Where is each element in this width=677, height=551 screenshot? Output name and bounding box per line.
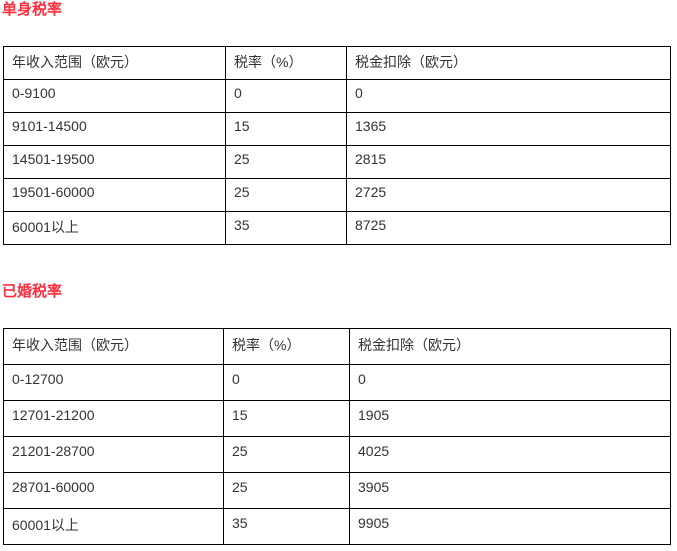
table-cell: 8725: [346, 211, 671, 245]
table-cell: 1905: [349, 400, 671, 437]
table-cell: 0-9100: [3, 79, 226, 113]
table-cell: 0: [349, 364, 671, 401]
table-cell: 0: [225, 79, 347, 113]
table-cell: 15: [223, 400, 350, 437]
table-cell: 28701-60000: [3, 472, 224, 509]
table-row: 60001以上 35 9905: [3, 508, 671, 545]
table-cell: 12701-21200: [3, 400, 224, 437]
column-header: 年收入范围（欧元）: [3, 328, 224, 365]
header-row: 年收入范围（欧元） 税率（%） 税金扣除（欧元）: [3, 46, 671, 80]
table-cell: 9905: [349, 508, 671, 545]
married-tax-rate-heading: 已婚税率: [2, 283, 63, 300]
table-row: 9101-14500 15 1365: [3, 112, 671, 146]
table-cell: 21201-28700: [3, 436, 224, 473]
table-row: 60001以上 35 8725: [3, 211, 671, 245]
header-row: 年收入范围（欧元） 税率（%） 税金扣除（欧元）: [3, 328, 671, 365]
table-row: 14501-19500 25 2815: [3, 145, 671, 179]
table-cell: 2725: [346, 178, 671, 212]
table-row: 12701-21200 15 1905: [3, 400, 671, 437]
table-cell: 1365: [346, 112, 671, 146]
table-cell: 15: [225, 112, 347, 146]
table-cell: 14501-19500: [3, 145, 226, 179]
table-cell: 4025: [349, 436, 671, 473]
column-header: 税金扣除（欧元）: [346, 46, 671, 80]
table-cell: 25: [225, 178, 347, 212]
table-cell: 35: [225, 211, 347, 245]
table-cell: 19501-60000: [3, 178, 226, 212]
column-header: 税金扣除（欧元）: [349, 328, 671, 365]
table-cell: 9101-14500: [3, 112, 226, 146]
single-tax-rate-heading: 单身税率: [2, 1, 63, 18]
table-cell: 25: [223, 472, 350, 509]
table-row: 0-9100 0 0: [3, 79, 671, 113]
column-header: 税率（%）: [223, 328, 350, 365]
table-cell: 0: [346, 79, 671, 113]
table-row: 21201-28700 25 4025: [3, 436, 671, 473]
table-cell: 25: [223, 436, 350, 473]
column-header: 税率（%）: [225, 46, 347, 80]
single-tax-rate-table: 年收入范围（欧元） 税率（%） 税金扣除（欧元） 0-9100 0 0 9101-14500…: [3, 46, 671, 245]
table-row: 0-12700 0 0: [3, 364, 671, 401]
table-cell: 2815: [346, 145, 671, 179]
table-row: 19501-60000 25 2725: [3, 178, 671, 212]
table-row: 28701-60000 25 3905: [3, 472, 671, 509]
table-cell: 3905: [349, 472, 671, 509]
table-cell: 35: [223, 508, 350, 545]
table-cell: 25: [225, 145, 347, 179]
column-header: 年收入范围（欧元）: [3, 46, 226, 80]
married-tax-rate-table: 年收入范围（欧元） 税率（%） 税金扣除（欧元） 0-12700 0 0 12701-212…: [3, 328, 671, 545]
table-cell: 60001以上: [3, 211, 226, 245]
table-cell: 60001以上: [3, 508, 224, 545]
table-cell: 0-12700: [3, 364, 224, 401]
table-cell: 0: [223, 364, 350, 401]
